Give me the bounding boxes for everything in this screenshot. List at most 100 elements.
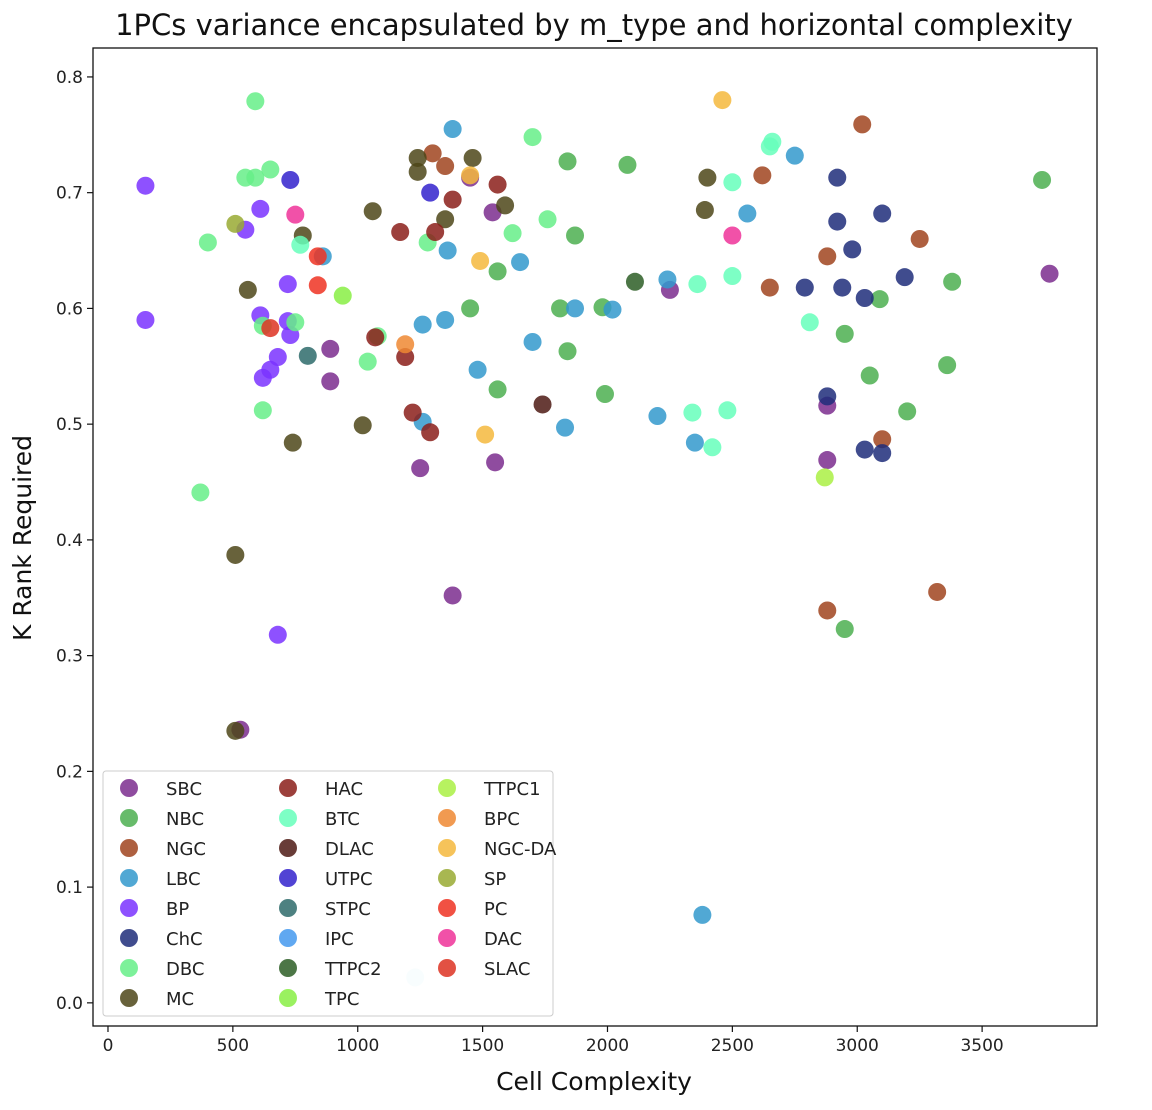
y-tick-label: 0.5	[56, 415, 83, 435]
data-point	[488, 380, 507, 399]
data-point	[818, 601, 837, 620]
data-point	[818, 451, 837, 470]
data-point	[843, 240, 862, 259]
data-point	[136, 310, 155, 329]
legend-marker	[438, 869, 456, 887]
legend-marker	[438, 809, 456, 827]
legend-label: BTC	[325, 809, 360, 830]
data-point	[718, 401, 737, 420]
data-point	[760, 278, 779, 297]
legend-marker	[279, 959, 297, 977]
data-point	[488, 262, 507, 281]
legend-marker	[120, 779, 138, 797]
x-tick-label: 1000	[336, 1036, 379, 1056]
y-tick-label: 0.8	[56, 68, 83, 88]
data-point	[943, 272, 962, 291]
data-point	[595, 385, 614, 404]
data-point	[511, 253, 530, 272]
data-point	[738, 204, 757, 223]
legend-marker	[438, 779, 456, 797]
data-point	[538, 210, 557, 229]
y-tick-label: 0.4	[56, 531, 83, 551]
x-tick-label: 1500	[461, 1036, 504, 1056]
data-point	[366, 328, 385, 347]
data-point	[333, 286, 352, 305]
data-point	[476, 425, 495, 444]
x-tick-label: 500	[217, 1036, 249, 1056]
data-point	[698, 168, 717, 187]
data-point	[835, 620, 854, 639]
legend-label: NGC	[166, 839, 206, 860]
legend-marker	[279, 809, 297, 827]
data-point	[438, 241, 457, 260]
data-point	[853, 115, 872, 134]
data-point	[321, 372, 340, 391]
legend-label: STPC	[325, 899, 371, 920]
data-point	[403, 403, 422, 422]
data-point	[426, 223, 445, 242]
data-point	[833, 278, 852, 297]
data-point	[443, 120, 462, 139]
plot-frame	[92, 47, 1098, 1027]
data-point	[421, 423, 440, 442]
data-point	[873, 444, 892, 463]
x-axis-label: Cell Complexity	[496, 1067, 692, 1096]
data-point	[308, 247, 327, 266]
data-point	[286, 313, 305, 332]
data-point	[873, 204, 892, 223]
data-point	[436, 157, 455, 176]
data-point	[695, 201, 714, 220]
data-point	[760, 137, 779, 156]
data-point	[238, 280, 257, 299]
data-point	[471, 251, 490, 270]
data-point	[488, 175, 507, 194]
legend-label: TTPC2	[324, 959, 382, 980]
y-axis-ticks: 0.0 0.1 0.2 0.3 0.4 0.5 0.6 0.7 0.8	[56, 68, 93, 1014]
legend-label: BP	[166, 899, 189, 920]
legend-marker	[279, 839, 297, 857]
legend-label: DAC	[484, 929, 522, 950]
legend-marker	[120, 989, 138, 1007]
data-point	[938, 356, 957, 375]
data-point	[895, 268, 914, 287]
data-point	[261, 319, 280, 338]
data-point	[800, 313, 819, 332]
data-point	[321, 339, 340, 358]
legend-marker	[120, 929, 138, 947]
y-tick-label: 0.7	[56, 184, 83, 204]
data-point	[298, 346, 317, 365]
legend-label: DLAC	[325, 839, 374, 860]
data-point	[603, 300, 622, 319]
data-point	[353, 416, 372, 435]
data-point	[828, 168, 847, 187]
data-point	[818, 247, 837, 266]
legend-label: ChC	[166, 929, 203, 950]
legend-label: SLAC	[484, 959, 530, 980]
data-point	[658, 270, 677, 289]
data-point	[261, 160, 280, 179]
x-tick-label: 2500	[711, 1036, 754, 1056]
data-point	[533, 395, 552, 414]
data-point	[391, 223, 410, 242]
data-point	[436, 310, 455, 329]
legend-marker	[438, 839, 456, 857]
data-point	[278, 275, 297, 294]
data-point	[625, 272, 644, 291]
data-point	[443, 586, 462, 605]
data-point	[835, 324, 854, 343]
y-tick-label: 0.0	[56, 994, 83, 1014]
y-tick-label: 0.2	[56, 762, 83, 782]
data-point	[685, 433, 704, 452]
data-point	[566, 226, 585, 245]
data-point	[308, 276, 327, 295]
data-point	[723, 226, 742, 245]
y-tick-label: 0.6	[56, 299, 83, 319]
data-point	[723, 267, 742, 286]
data-point	[408, 162, 427, 181]
x-tick-label: 2000	[586, 1036, 629, 1056]
data-point	[291, 235, 310, 254]
legend-marker	[438, 929, 456, 947]
legend-marker	[120, 899, 138, 917]
data-point	[396, 335, 415, 354]
